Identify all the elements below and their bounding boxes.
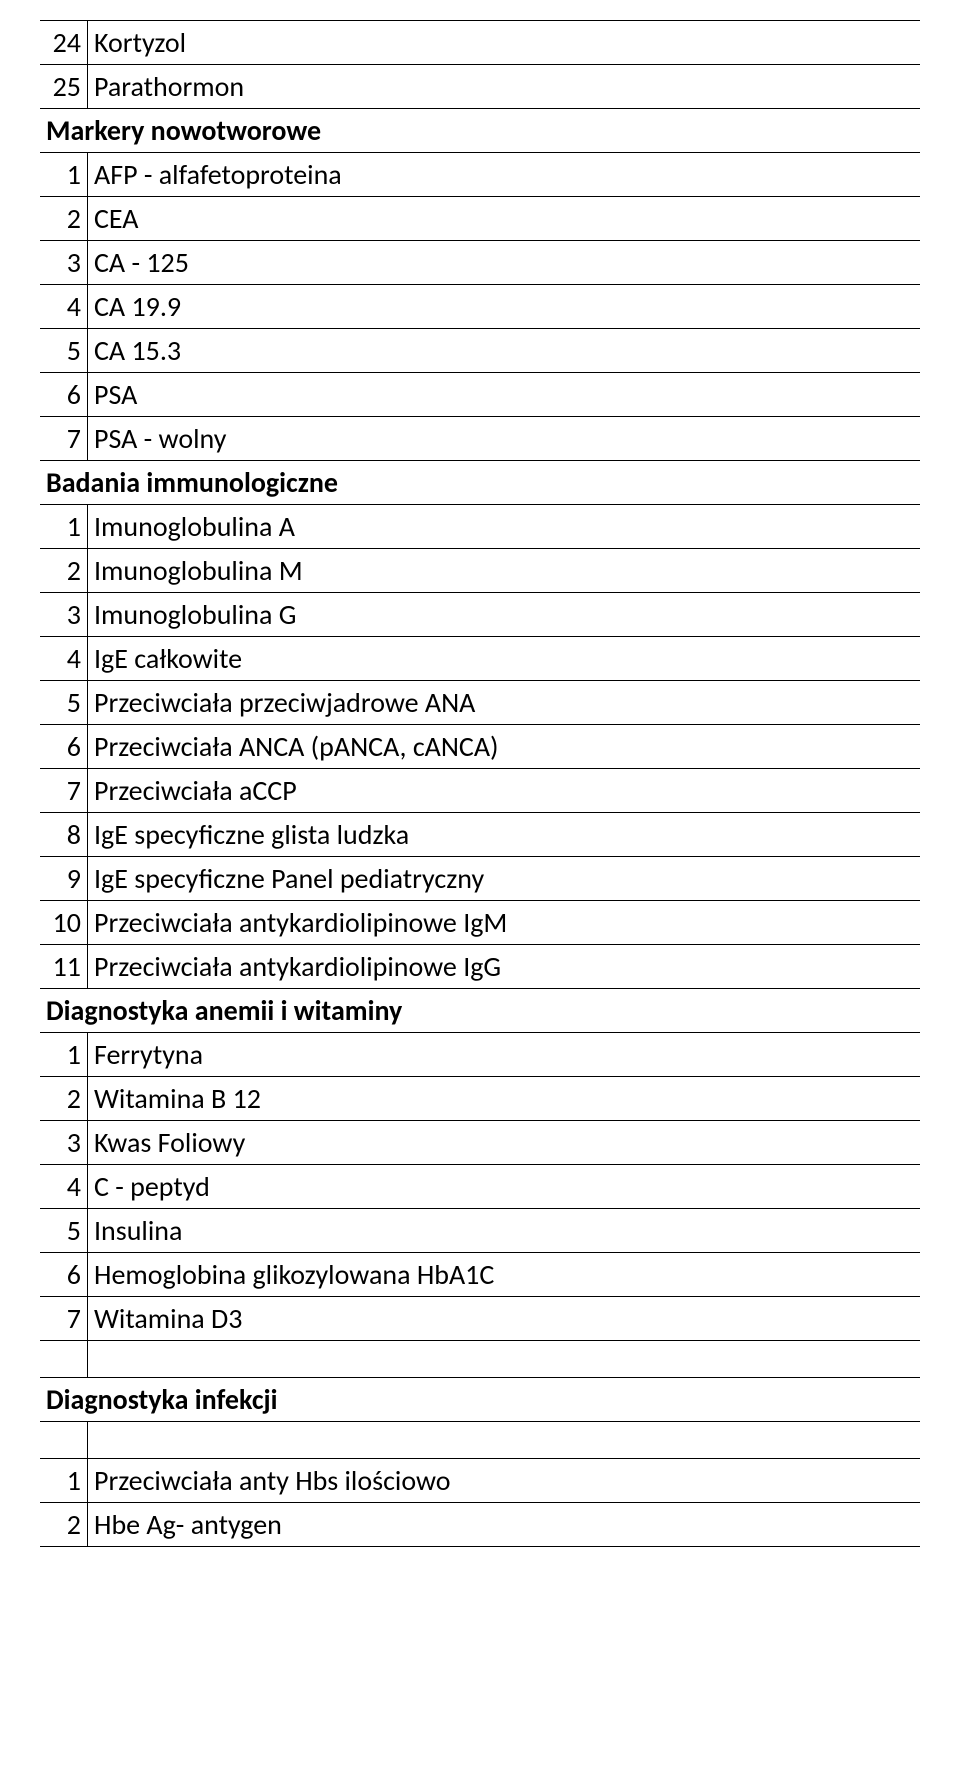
table-row: 9IgE specyficzne Panel pediatryczny [40, 857, 920, 901]
row-number: 1 [40, 505, 88, 548]
row-label: CA - 125 [88, 241, 920, 284]
row-number: 2 [40, 549, 88, 592]
table-row: 3Kwas Foliowy [40, 1121, 920, 1165]
row-label: PSA [88, 373, 920, 416]
row-label: CA 15.3 [88, 329, 920, 372]
row-number: 6 [40, 1253, 88, 1296]
table-row: 1Przeciwciała anty Hbs ilościowo [40, 1459, 920, 1503]
table-row: 5Przeciwciała przeciwjadrowe ANA [40, 681, 920, 725]
table-row: 10Przeciwciała antykardiolipinowe IgM [40, 901, 920, 945]
row-label: Imunoglobulina G [88, 593, 920, 636]
row-number: 1 [40, 153, 88, 196]
table-row: 3CA - 125 [40, 241, 920, 285]
row-label: Przeciwciała anty Hbs ilościowo [88, 1459, 920, 1502]
spacer-row [40, 1422, 920, 1459]
row-label: Przeciwciała przeciwjadrowe ANA [88, 681, 920, 724]
row-label [88, 1341, 920, 1377]
row-label: Hemoglobina glikozylowana HbA1C [88, 1253, 920, 1296]
row-number: 2 [40, 1077, 88, 1120]
row-number: 11 [40, 945, 88, 988]
spacer-row [40, 1341, 920, 1378]
row-label: Hbe Ag- antygen [88, 1503, 920, 1546]
row-number: 8 [40, 813, 88, 856]
row-number: 1 [40, 1459, 88, 1502]
row-label: Imunoglobulina M [88, 549, 920, 592]
section-header: Diagnostyka anemii i witaminy [40, 989, 920, 1033]
row-number: 7 [40, 1297, 88, 1340]
table-row: 1Ferrytyna [40, 1033, 920, 1077]
row-number: 3 [40, 593, 88, 636]
table-row: 7Przeciwciała aCCP [40, 769, 920, 813]
table-row: 2Imunoglobulina M [40, 549, 920, 593]
row-number: 6 [40, 373, 88, 416]
row-number: 3 [40, 1121, 88, 1164]
row-label: Ferrytyna [88, 1033, 920, 1076]
row-number: 4 [40, 1165, 88, 1208]
row-number [40, 1341, 88, 1377]
table-row: 25 Parathormon [40, 65, 920, 109]
row-label: CEA [88, 197, 920, 240]
row-number: 24 [40, 21, 88, 64]
row-label: IgE całkowite [88, 637, 920, 680]
row-label: Przeciwciała antykardiolipinowe IgG [88, 945, 920, 988]
row-number: 7 [40, 769, 88, 812]
row-label: Parathormon [88, 65, 920, 108]
table-row: 4C - peptyd [40, 1165, 920, 1209]
row-label: Kortyzol [88, 21, 920, 64]
table-row: 7Witamina D3 [40, 1297, 920, 1341]
table-row: 6Przeciwciała ANCA (pANCA, cANCA) [40, 725, 920, 769]
row-label [88, 1422, 920, 1458]
table-row: 1AFP - alfafetoproteina [40, 153, 920, 197]
table-row: 5CA 15.3 [40, 329, 920, 373]
row-number: 7 [40, 417, 88, 460]
row-number: 5 [40, 329, 88, 372]
table-row: 2Hbe Ag- antygen [40, 1503, 920, 1547]
table-row: 3Imunoglobulina G [40, 593, 920, 637]
row-number [40, 1422, 88, 1458]
row-number: 25 [40, 65, 88, 108]
row-number: 2 [40, 1503, 88, 1546]
row-label: CA 19.9 [88, 285, 920, 328]
section-header: Markery nowotworowe [40, 109, 920, 153]
row-label: IgE specyficzne glista ludzka [88, 813, 920, 856]
row-label: Insulina [88, 1209, 920, 1252]
row-number: 4 [40, 285, 88, 328]
section-header: Diagnostyka infekcji [40, 1378, 920, 1422]
row-number: 3 [40, 241, 88, 284]
row-label: AFP - alfafetoproteina [88, 153, 920, 196]
row-number: 9 [40, 857, 88, 900]
row-label: Witamina D3 [88, 1297, 920, 1340]
table-row: 11Przeciwciała antykardiolipinowe IgG [40, 945, 920, 989]
table-row: 6Hemoglobina glikozylowana HbA1C [40, 1253, 920, 1297]
table-row: 2CEA [40, 197, 920, 241]
row-number: 10 [40, 901, 88, 944]
row-number: 6 [40, 725, 88, 768]
row-label: Witamina B 12 [88, 1077, 920, 1120]
table-row: 4IgE całkowite [40, 637, 920, 681]
row-number: 1 [40, 1033, 88, 1076]
row-number: 2 [40, 197, 88, 240]
row-label: Przeciwciała antykardiolipinowe IgM [88, 901, 920, 944]
row-label: Kwas Foliowy [88, 1121, 920, 1164]
row-label: Przeciwciała ANCA (pANCA, cANCA) [88, 725, 920, 768]
row-number: 5 [40, 1209, 88, 1252]
table-row: 2Witamina B 12 [40, 1077, 920, 1121]
table-row: 24 Kortyzol [40, 20, 920, 65]
table-row: 7PSA - wolny [40, 417, 920, 461]
table-row: 1Imunoglobulina A [40, 505, 920, 549]
table-row: 6PSA [40, 373, 920, 417]
section-header: Badania immunologiczne [40, 461, 920, 505]
table-row: 4CA 19.9 [40, 285, 920, 329]
row-label: C - peptyd [88, 1165, 920, 1208]
row-number: 4 [40, 637, 88, 680]
row-label: Imunoglobulina A [88, 505, 920, 548]
row-label: PSA - wolny [88, 417, 920, 460]
table-row: 5Insulina [40, 1209, 920, 1253]
table-row: 8IgE specyficzne glista ludzka [40, 813, 920, 857]
row-number: 5 [40, 681, 88, 724]
row-label: Przeciwciała aCCP [88, 769, 920, 812]
row-label: IgE specyficzne Panel pediatryczny [88, 857, 920, 900]
